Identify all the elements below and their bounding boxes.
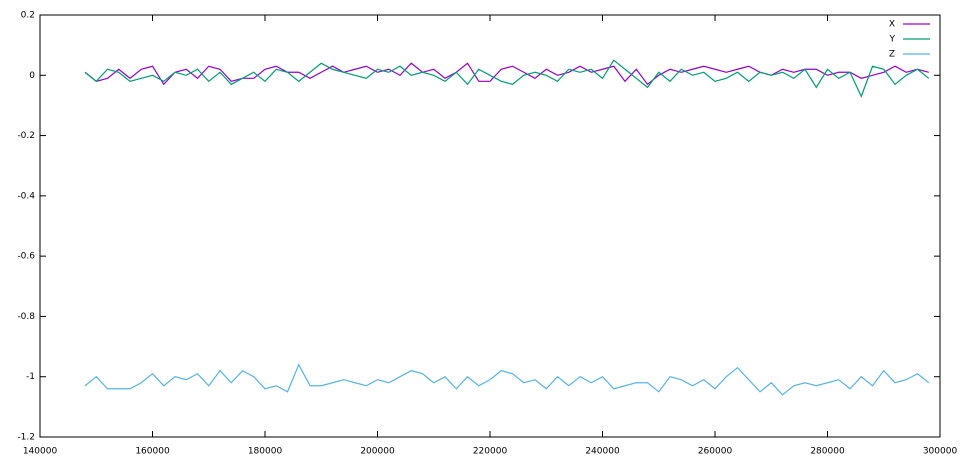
legend-label: Y [889,35,896,45]
legend-label: Z [889,50,895,60]
y-tick-label: 0 [29,71,35,81]
x-tick-label: 220000 [473,447,508,457]
series-line [84,363,930,396]
x-tick-label: 160000 [135,447,170,457]
series-line [84,59,930,98]
x-tick-label: 260000 [698,447,733,457]
y-tick-label: -1 [26,372,35,382]
plot-frame [39,14,941,438]
series-line [84,62,929,86]
legend-label: X [889,20,895,30]
y-tick-label: -1.2 [17,433,35,443]
x-tick-label: 180000 [248,447,283,457]
y-tick-label: -0.6 [17,252,35,262]
x-tick-label: 200000 [360,447,395,457]
y-tick-label: -0.8 [17,312,35,322]
y-tick-label: 0.2 [21,11,35,21]
x-tick-label: 300000 [923,447,958,457]
y-tick-label: -0.4 [17,191,35,201]
x-tick-label: 140000 [23,447,58,457]
x-tick-label: 240000 [585,447,620,457]
y-tick-label: -0.2 [17,131,35,141]
x-tick-label: 280000 [810,447,845,457]
